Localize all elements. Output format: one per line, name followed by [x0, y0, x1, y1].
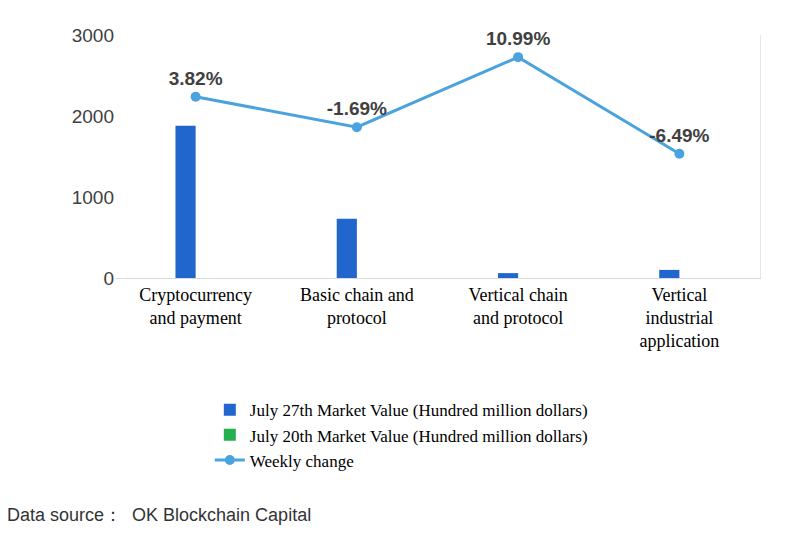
svg-text:2000: 2000 [72, 106, 114, 127]
svg-text:July 20th Market Value (Hundre: July 20th Market Value (Hundred million … [250, 426, 588, 445]
svg-text:Basic chain andprotocol: Basic chain andprotocol [300, 285, 414, 328]
svg-text:Vertical chainand protocol: Vertical chainand protocol [468, 285, 567, 328]
svg-text:10.99%: 10.99% [486, 28, 551, 49]
svg-text:Cryptocurrencyand payment: Cryptocurrencyand payment [139, 285, 252, 328]
svg-text:3.82%: 3.82% [169, 68, 223, 89]
svg-text:1000: 1000 [72, 187, 114, 208]
svg-text:Verticalindustrialapplication: Verticalindustrialapplication [639, 285, 719, 352]
svg-text:July 27th Market Value (Hundre: July 27th Market Value (Hundred million … [250, 401, 588, 420]
svg-text:Data source： OK Blockchain Ca: Data source： OK Blockchain Capital [7, 505, 311, 525]
svg-text:0: 0 [103, 268, 114, 289]
svg-text:Weekly change: Weekly change [250, 452, 354, 471]
svg-text:3000: 3000 [72, 25, 114, 46]
svg-text:-6.49%: -6.49% [649, 125, 709, 146]
svg-text:-1.69%: -1.69% [327, 98, 387, 119]
